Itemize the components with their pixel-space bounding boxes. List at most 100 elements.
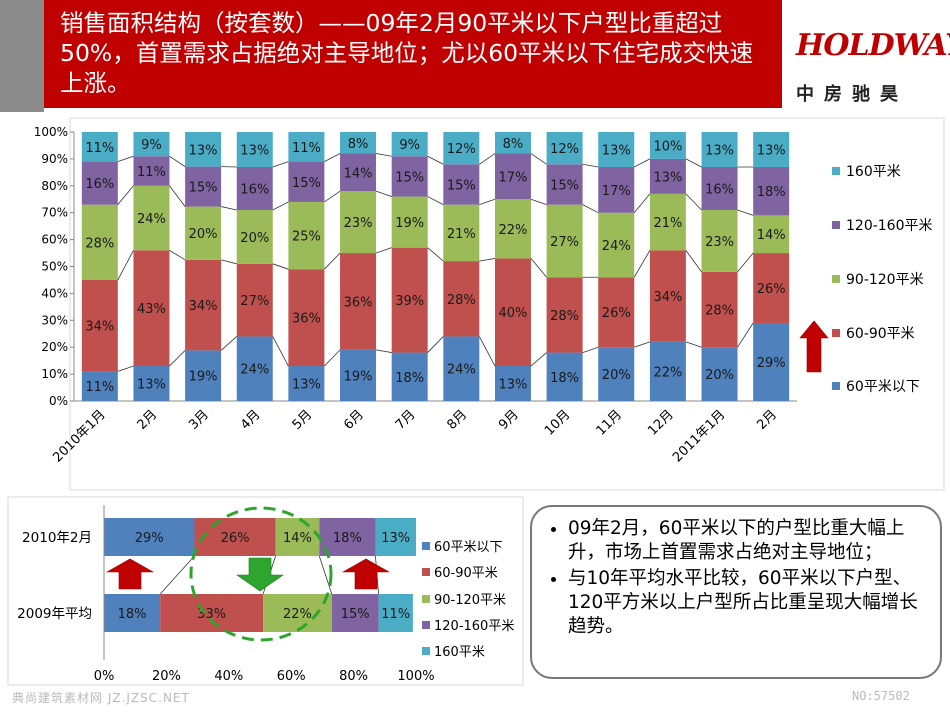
monthly-area-structure-chart: 0% 10% 20% 30% 40% 50% 60% 70% 80% 90% 100% 11% 34% 2… xyxy=(34,117,945,491)
bar-segment xyxy=(185,350,222,401)
bar-segment xyxy=(288,161,325,202)
bar-segment xyxy=(81,132,118,162)
data-label: 19% xyxy=(395,216,424,231)
bar-segment xyxy=(598,166,635,213)
bar-segment xyxy=(494,258,531,367)
data-label: 17% xyxy=(499,170,528,185)
data-label: 24% xyxy=(137,212,166,227)
x-tick-label: 60% xyxy=(277,669,306,684)
data-label: 43% xyxy=(137,302,166,317)
data-label: 14% xyxy=(344,166,373,181)
data-label: 23% xyxy=(705,235,734,250)
data-label: 20% xyxy=(189,227,218,242)
data-label: 28% xyxy=(705,304,734,319)
bar-segment xyxy=(133,156,170,186)
data-label: 26% xyxy=(221,531,250,546)
legend-label: 120-160平米 xyxy=(846,218,933,234)
bar-segment xyxy=(701,347,738,401)
series-connector-line xyxy=(117,247,754,281)
data-label: 15% xyxy=(341,607,370,622)
legend-swatch xyxy=(422,621,430,629)
data-label: 40% xyxy=(499,306,528,321)
bar-segment xyxy=(649,250,686,342)
bar-segment xyxy=(185,206,222,260)
series-connector-line xyxy=(117,322,754,372)
data-label: 13% xyxy=(705,143,734,158)
bar-segment xyxy=(546,204,583,278)
data-label: 9% xyxy=(141,138,162,153)
data-label: 27% xyxy=(550,235,579,250)
data-label: 13% xyxy=(137,378,166,393)
bar-segment xyxy=(391,156,428,197)
data-label: 11% xyxy=(381,607,410,622)
down-arrow-icon xyxy=(236,557,284,592)
note-item: 与10年平均水平比较，60平米以下户型、120平方米以上户型所占比重呈现大幅增长… xyxy=(568,567,926,639)
x-tick-label: 100% xyxy=(397,669,434,684)
data-label: 26% xyxy=(757,282,786,297)
bar-segment xyxy=(160,594,264,632)
bar-segment xyxy=(236,166,273,211)
data-label: 13% xyxy=(499,378,528,393)
bar-segment xyxy=(288,201,325,270)
data-label: 36% xyxy=(292,312,321,327)
bar-segment xyxy=(185,132,222,167)
data-label: 20% xyxy=(705,368,734,383)
bar-segment xyxy=(649,341,686,401)
bar-segment xyxy=(236,263,273,337)
bar-segment xyxy=(288,132,325,162)
bar-segment xyxy=(236,132,273,167)
series-connector-line xyxy=(117,185,754,216)
legend-label: 160平米 xyxy=(846,164,901,180)
data-label: 18% xyxy=(550,371,579,386)
bar-segment xyxy=(263,594,332,632)
x-tick-label: 20% xyxy=(152,669,181,684)
data-label: 25% xyxy=(292,230,321,245)
bar-segment xyxy=(546,277,583,353)
bar-segment xyxy=(753,132,790,167)
legend-swatch xyxy=(422,568,430,576)
data-label: 11% xyxy=(85,380,114,395)
bar-segment xyxy=(133,185,170,251)
data-label: 34% xyxy=(85,320,114,335)
bar-segment xyxy=(443,204,480,262)
bar-segment xyxy=(340,253,377,350)
bar-segment xyxy=(598,347,635,401)
bar-segment xyxy=(443,261,480,337)
data-label: 16% xyxy=(705,182,734,197)
bar-segment xyxy=(375,518,416,556)
data-label: 13% xyxy=(757,143,786,158)
y-tick-label: 20% xyxy=(41,340,68,354)
bar-segment xyxy=(598,212,635,278)
y-tick-label: 70% xyxy=(41,206,68,220)
y-tick-label: 90% xyxy=(41,152,68,166)
bar-segment xyxy=(443,164,480,205)
bar-segment xyxy=(236,210,273,264)
data-label: 11% xyxy=(292,141,321,156)
bar-segment xyxy=(701,166,738,211)
data-label: 18% xyxy=(757,185,786,200)
company-logo: HOLDWAYS 中房驰昊 xyxy=(790,20,950,110)
y-tick-label: 40% xyxy=(41,286,68,300)
bar-segment xyxy=(133,250,170,367)
footer-number: NO:57502 xyxy=(852,689,910,703)
logo-chinese-name: 中房驰昊 xyxy=(796,84,908,105)
bar-segment xyxy=(331,594,379,632)
data-label: 13% xyxy=(189,143,218,158)
legend-swatch xyxy=(832,275,840,283)
bar-segment xyxy=(546,352,583,401)
y-tick-label: 30% xyxy=(41,313,68,327)
bar-segment xyxy=(753,253,790,323)
bar-segment xyxy=(494,366,531,401)
data-label: 26% xyxy=(602,306,631,321)
data-label: 11% xyxy=(85,141,114,156)
legend-label: 60平米以下 xyxy=(846,379,920,395)
category-label: 2009年平均 xyxy=(17,606,92,622)
data-label: 39% xyxy=(395,294,424,309)
bar-segment xyxy=(391,196,428,248)
up-arrow-icon xyxy=(105,558,155,590)
bar-segment xyxy=(443,132,480,165)
notes-list: 09年2月，60平米以下的户型比重大幅上升，市场上首置需求占绝对主导地位； 与1… xyxy=(532,507,940,639)
up-arrow-icon xyxy=(799,320,829,373)
data-label: 23% xyxy=(344,216,373,231)
footer-watermark: 典尚建筑素材网 JZ.JZSC.NET xyxy=(12,691,190,705)
